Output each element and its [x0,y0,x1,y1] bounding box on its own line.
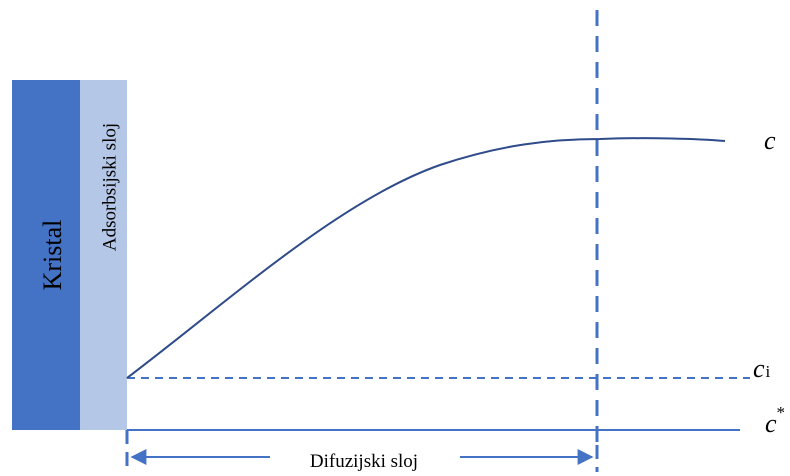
ci-main: c [753,354,765,383]
adsorption-layer-block [80,80,127,430]
crystal-block [12,80,80,430]
adsorption-layer-label: Adsorbsijski sloj [99,123,120,251]
interface-concentration-label: ci [753,354,771,383]
saturation-concentration-label: c* [765,403,785,438]
diffusion-layer-label: Difuzijski sloj [310,451,418,472]
cstar-main: c [765,409,777,438]
cstar-superscript: * [777,403,786,422]
concentration-curve [126,137,726,379]
ci-subscript: i [766,362,771,381]
crystal-label: Kristal [38,220,67,291]
bulk-concentration-label: c [764,126,776,155]
